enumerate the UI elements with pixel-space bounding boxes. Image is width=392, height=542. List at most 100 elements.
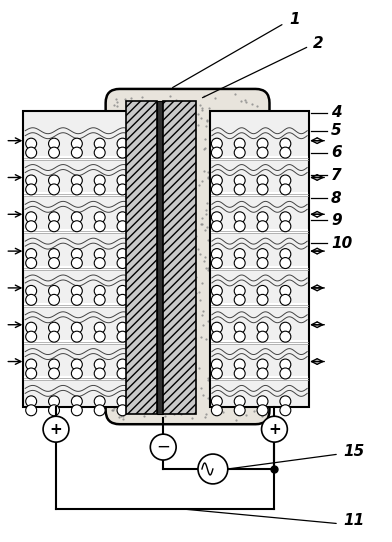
- Text: +: +: [50, 422, 62, 437]
- Circle shape: [26, 249, 36, 260]
- Circle shape: [257, 257, 268, 268]
- Circle shape: [49, 212, 60, 223]
- Circle shape: [211, 322, 222, 333]
- Circle shape: [117, 249, 128, 260]
- Circle shape: [211, 405, 222, 416]
- Circle shape: [71, 396, 82, 407]
- Circle shape: [49, 184, 60, 195]
- Circle shape: [211, 147, 222, 158]
- Bar: [127, 101, 157, 414]
- Circle shape: [26, 147, 36, 158]
- Bar: [24, 377, 147, 380]
- Circle shape: [234, 249, 245, 260]
- Bar: [24, 229, 147, 233]
- Circle shape: [94, 257, 105, 268]
- Circle shape: [234, 396, 245, 407]
- Circle shape: [280, 138, 291, 149]
- Circle shape: [117, 396, 128, 407]
- Text: 9: 9: [331, 213, 342, 228]
- Circle shape: [94, 138, 105, 149]
- Circle shape: [43, 416, 69, 442]
- Bar: [24, 192, 147, 196]
- Circle shape: [94, 368, 105, 379]
- Circle shape: [49, 249, 60, 260]
- Circle shape: [280, 405, 291, 416]
- Circle shape: [234, 147, 245, 158]
- Circle shape: [211, 286, 222, 296]
- Circle shape: [280, 184, 291, 195]
- Circle shape: [71, 405, 82, 416]
- Circle shape: [26, 286, 36, 296]
- Circle shape: [257, 368, 268, 379]
- Circle shape: [257, 294, 268, 305]
- Bar: [211, 156, 308, 159]
- Bar: [211, 266, 308, 270]
- Circle shape: [257, 175, 268, 186]
- Circle shape: [94, 212, 105, 223]
- Circle shape: [94, 396, 105, 407]
- Circle shape: [117, 175, 128, 186]
- Circle shape: [71, 359, 82, 370]
- Circle shape: [117, 212, 128, 223]
- Circle shape: [261, 416, 287, 442]
- Text: 5: 5: [331, 123, 342, 138]
- Text: 15: 15: [343, 443, 364, 459]
- Bar: [163, 101, 196, 414]
- Circle shape: [234, 331, 245, 342]
- Circle shape: [257, 396, 268, 407]
- Circle shape: [234, 221, 245, 231]
- Circle shape: [94, 322, 105, 333]
- Circle shape: [117, 368, 128, 379]
- Circle shape: [49, 322, 60, 333]
- Circle shape: [211, 257, 222, 268]
- Circle shape: [211, 184, 222, 195]
- Circle shape: [257, 286, 268, 296]
- Text: 10: 10: [331, 236, 352, 250]
- Bar: [24, 340, 147, 344]
- Text: +: +: [268, 422, 281, 437]
- Circle shape: [94, 359, 105, 370]
- Circle shape: [234, 212, 245, 223]
- Circle shape: [257, 405, 268, 416]
- Circle shape: [94, 184, 105, 195]
- Circle shape: [211, 175, 222, 186]
- Circle shape: [257, 212, 268, 223]
- Circle shape: [257, 138, 268, 149]
- Circle shape: [71, 138, 82, 149]
- Circle shape: [94, 147, 105, 158]
- Circle shape: [280, 257, 291, 268]
- Circle shape: [49, 221, 60, 231]
- Bar: [157, 101, 163, 414]
- Circle shape: [26, 294, 36, 305]
- Circle shape: [211, 368, 222, 379]
- Circle shape: [71, 249, 82, 260]
- Circle shape: [49, 175, 60, 186]
- Text: 6: 6: [331, 145, 342, 160]
- Bar: [24, 156, 147, 159]
- Circle shape: [280, 322, 291, 333]
- Circle shape: [198, 454, 228, 484]
- Circle shape: [234, 405, 245, 416]
- Circle shape: [150, 434, 176, 460]
- Circle shape: [71, 175, 82, 186]
- Bar: [211, 229, 308, 233]
- Circle shape: [26, 396, 36, 407]
- Circle shape: [234, 359, 245, 370]
- Circle shape: [211, 212, 222, 223]
- Circle shape: [257, 331, 268, 342]
- Circle shape: [280, 359, 291, 370]
- Circle shape: [211, 359, 222, 370]
- Circle shape: [26, 405, 36, 416]
- Circle shape: [71, 286, 82, 296]
- Circle shape: [234, 257, 245, 268]
- Circle shape: [211, 249, 222, 260]
- Circle shape: [117, 286, 128, 296]
- Circle shape: [71, 257, 82, 268]
- Circle shape: [71, 331, 82, 342]
- Circle shape: [94, 221, 105, 231]
- Bar: [211, 377, 308, 380]
- Circle shape: [94, 405, 105, 416]
- Circle shape: [234, 184, 245, 195]
- Circle shape: [49, 359, 60, 370]
- Circle shape: [280, 175, 291, 186]
